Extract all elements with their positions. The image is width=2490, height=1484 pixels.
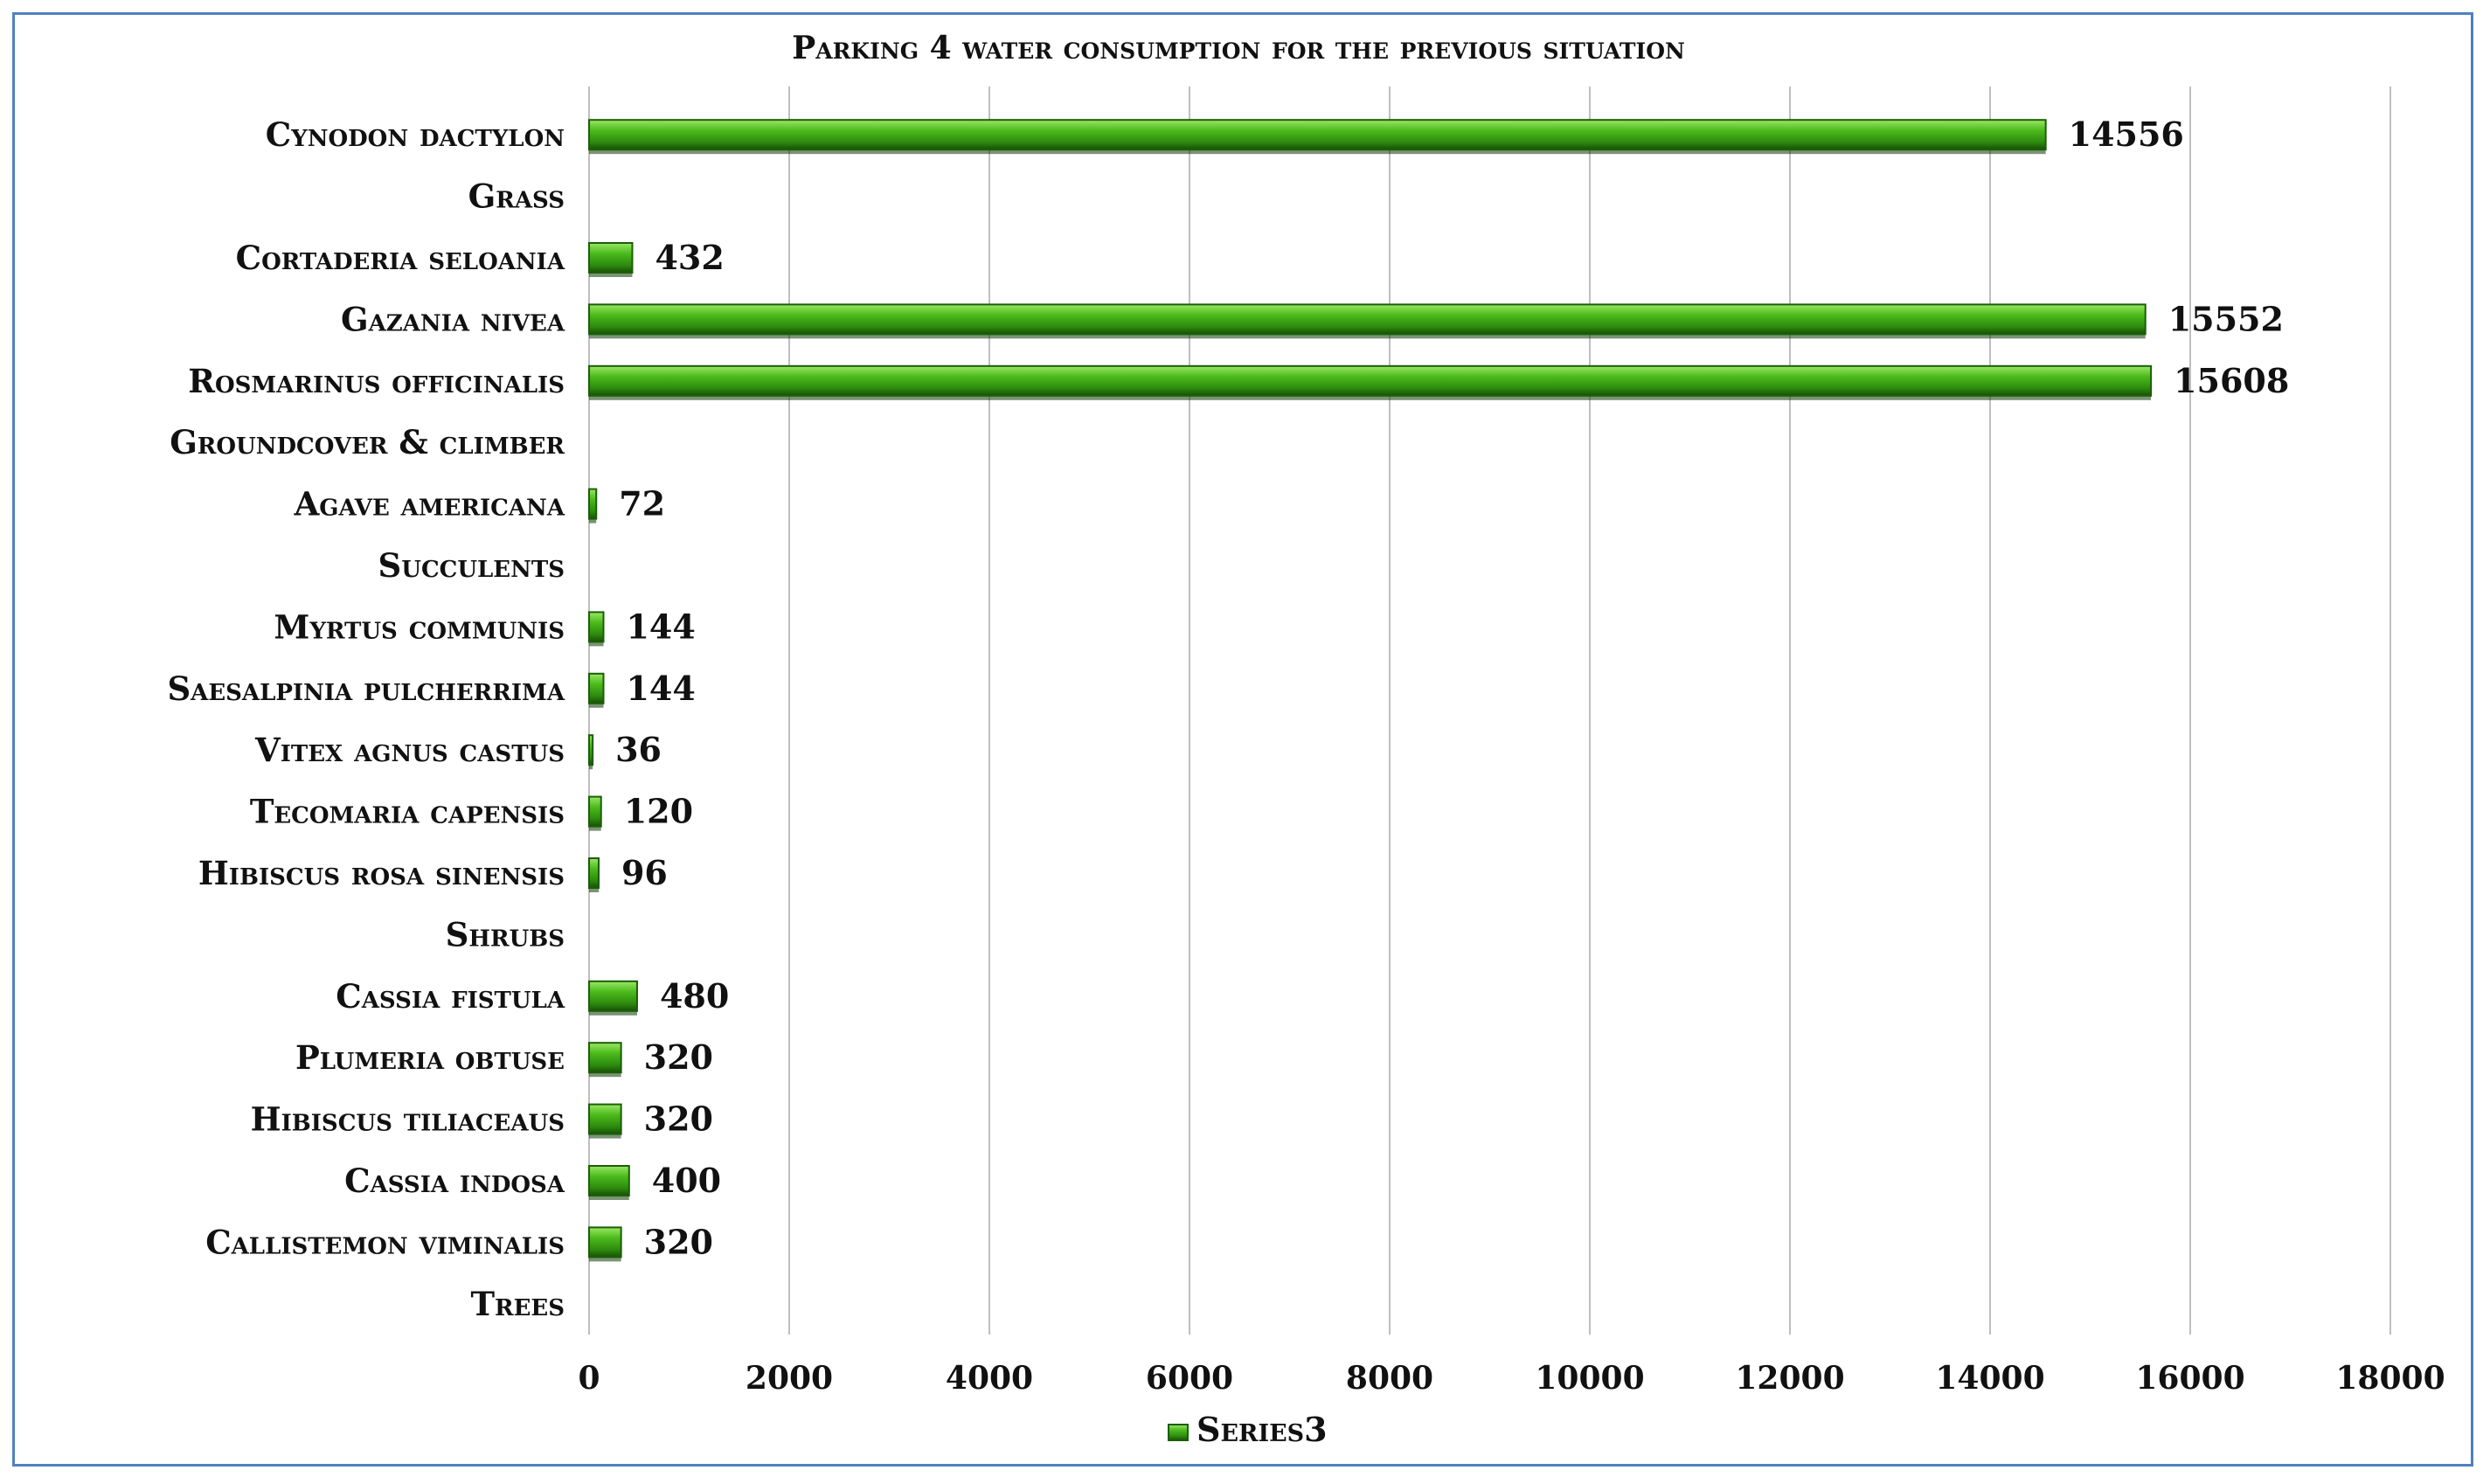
category-label: Vitex agnus castus xyxy=(254,731,565,769)
bar xyxy=(588,980,638,1012)
bar xyxy=(588,1103,622,1135)
data-label: 15608 xyxy=(2174,361,2289,400)
x-tick-label: 2000 xyxy=(746,1360,833,1397)
x-tick-label: 16000 xyxy=(2135,1360,2244,1397)
category-label: Groundcover & climber xyxy=(170,423,565,461)
data-label: 72 xyxy=(619,484,665,524)
bar xyxy=(588,364,2153,397)
data-label: 480 xyxy=(660,976,729,1016)
data-label: 14556 xyxy=(2069,114,2184,154)
data-label: 96 xyxy=(621,853,668,892)
category-label: Cassia indosa xyxy=(344,1162,565,1200)
bar xyxy=(588,734,594,766)
category-label: Cassia fistula xyxy=(336,977,565,1016)
category-label: Hibiscus tiliaceaus xyxy=(251,1100,565,1139)
category-label: Shrubs xyxy=(446,915,565,954)
category-label: Plumeria obtuse xyxy=(295,1038,565,1077)
bar xyxy=(588,795,602,828)
chart-title: Parking 4 water consumption for the prev… xyxy=(792,30,1685,66)
data-label: 144 xyxy=(626,607,695,646)
x-tick-label: 14000 xyxy=(1935,1360,2044,1397)
data-label: 320 xyxy=(644,1099,713,1139)
bar xyxy=(588,488,598,520)
bar xyxy=(588,672,605,704)
bar xyxy=(588,1165,630,1196)
data-label: 432 xyxy=(655,238,724,277)
data-label: 36 xyxy=(615,730,662,769)
data-label: 144 xyxy=(626,669,695,708)
category-label: Callistemon viminalis xyxy=(205,1223,565,1261)
data-label: 120 xyxy=(624,792,693,831)
legend: Series3 xyxy=(1168,1410,1328,1449)
category-label: Tecomaria capensis xyxy=(250,793,565,831)
data-label: 15552 xyxy=(2168,299,2284,338)
category-label: Myrtus communis xyxy=(274,607,565,646)
x-tick-label: 0 xyxy=(578,1360,600,1397)
x-tick-label: 4000 xyxy=(946,1360,1033,1397)
x-tick-label: 8000 xyxy=(1346,1360,1433,1397)
bar xyxy=(588,857,600,889)
category-label: Saesalpinia pulcherrima xyxy=(167,669,565,708)
category-label: Cynodon dactylon xyxy=(266,115,565,154)
bar xyxy=(588,242,634,274)
chart-frame: 0 2000 4000 6000 8000 10000 12000 14000 16000 180… xyxy=(12,12,2473,1467)
x-tick-label: 12000 xyxy=(1735,1360,1844,1397)
x-tick-label: 18000 xyxy=(2335,1360,2445,1397)
bar xyxy=(588,611,605,643)
chart-svg: 0 2000 4000 6000 8000 10000 12000 14000 16000 180… xyxy=(167,30,2445,1449)
legend-label: Series3 xyxy=(1196,1410,1328,1449)
grid-layer xyxy=(588,87,2391,1335)
category-label: Succulents xyxy=(378,546,565,585)
category-label: Gazania nivea xyxy=(341,300,565,338)
category-label: Rosmarinus officinalis xyxy=(188,362,565,400)
x-tick-label: 6000 xyxy=(1146,1360,1233,1397)
category-label: Cortaderia seloania xyxy=(236,239,565,277)
bar xyxy=(588,1226,622,1259)
bar xyxy=(588,303,2147,336)
labels-layer: 0 2000 4000 6000 8000 10000 12000 14000 16000 180… xyxy=(167,114,2445,1397)
data-label: 320 xyxy=(644,1037,713,1077)
category-label: Grass xyxy=(468,177,565,216)
bar xyxy=(588,1042,622,1074)
category-label: Hibiscus rosa sinensis xyxy=(198,854,565,892)
bar xyxy=(588,119,2047,151)
x-tick-label: 10000 xyxy=(1535,1360,1644,1397)
bars-layer xyxy=(588,119,2153,1262)
category-label: Trees xyxy=(470,1285,565,1323)
category-label: Agave americana xyxy=(294,485,565,524)
data-label: 320 xyxy=(644,1222,713,1261)
data-label: 400 xyxy=(652,1161,721,1200)
legend-swatch xyxy=(1168,1424,1189,1441)
